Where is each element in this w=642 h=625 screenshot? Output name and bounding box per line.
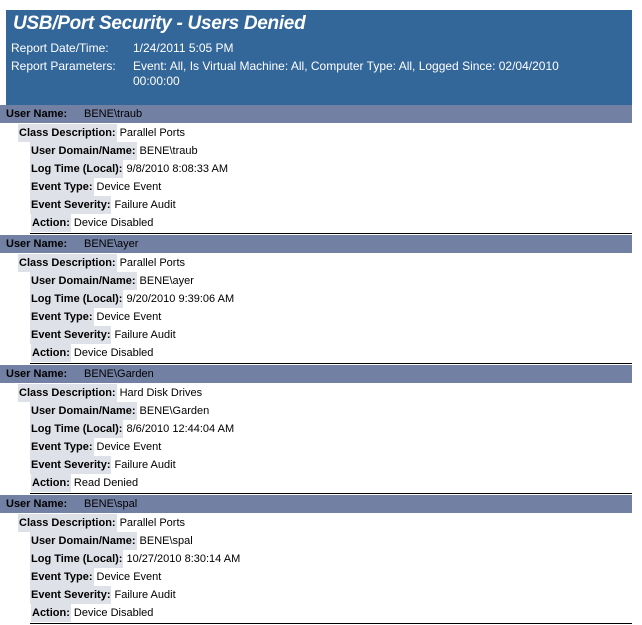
report-params-label: Report Parameters: bbox=[11, 59, 116, 73]
user-domain-label: User Domain/Name: bbox=[30, 402, 137, 420]
event-type-value: Device Event bbox=[96, 441, 162, 453]
field-log-time: Log Time (Local): 8/6/2010 12:44:04 AM bbox=[30, 420, 234, 438]
event-severity-value: Failure Audit bbox=[114, 199, 176, 211]
user-domain-value: BENE\spal bbox=[139, 535, 193, 547]
class-description-label: Class Description: bbox=[18, 384, 117, 402]
log-time-label: Log Time (Local): bbox=[30, 160, 124, 178]
user-name-label: User Name: bbox=[6, 238, 68, 250]
user-name-bar: User Name: BENE\spal bbox=[0, 495, 632, 513]
event-type-label: Event Type: bbox=[30, 438, 94, 456]
user-name-value: BENE\spal bbox=[84, 498, 138, 510]
log-time-label: Log Time (Local): bbox=[30, 420, 124, 438]
report-title: USB/Port Security - Users Denied bbox=[13, 13, 306, 34]
event-severity-value: Failure Audit bbox=[114, 459, 176, 471]
record: User Name: BENE\spal Class Description: Par… bbox=[0, 495, 642, 625]
field-action: Action: Device Disabled bbox=[31, 604, 153, 622]
class-description-value: Parallel Ports bbox=[119, 517, 186, 529]
action-value: Device Disabled bbox=[73, 607, 154, 619]
user-name-label: User Name: bbox=[6, 108, 68, 120]
action-label: Action: bbox=[31, 344, 71, 362]
user-name-value: BENE\Garden bbox=[84, 368, 154, 380]
field-event-severity: Event Severity: Failure Audit bbox=[30, 586, 176, 604]
log-time-value: 9/20/2010 9:39:06 AM bbox=[126, 293, 235, 305]
field-log-time: Log Time (Local): 9/20/2010 9:39:06 AM bbox=[30, 290, 234, 308]
action-value: Read Denied bbox=[73, 477, 139, 489]
user-domain-label: User Domain/Name: bbox=[30, 532, 137, 550]
event-severity-label: Event Severity: bbox=[30, 586, 112, 604]
class-description-label: Class Description: bbox=[18, 124, 117, 142]
record-divider bbox=[30, 233, 632, 234]
user-domain-value: BENE\ayer bbox=[139, 275, 194, 287]
event-type-value: Device Event bbox=[96, 311, 162, 323]
class-description-label: Class Description: bbox=[18, 254, 117, 272]
event-severity-label: Event Severity: bbox=[30, 456, 112, 474]
record: User Name: BENE\Garden Class Description: H… bbox=[0, 365, 642, 495]
action-label: Action: bbox=[31, 474, 71, 492]
field-event-type: Event Type: Device Event bbox=[30, 308, 161, 326]
user-name-bar: User Name: BENE\traub bbox=[0, 105, 632, 123]
user-name-label: User Name: bbox=[6, 368, 68, 380]
log-time-label: Log Time (Local): bbox=[30, 550, 124, 568]
field-class-description: Class Description: Hard Disk Drives bbox=[18, 384, 202, 402]
event-type-value: Device Event bbox=[96, 571, 162, 583]
field-action: Action: Device Disabled bbox=[31, 344, 153, 362]
user-domain-label: User Domain/Name: bbox=[30, 272, 137, 290]
field-class-description: Class Description: Parallel Ports bbox=[18, 254, 185, 272]
action-value: Device Disabled bbox=[73, 347, 154, 359]
record-divider bbox=[30, 623, 632, 624]
user-domain-value: BENE\Garden bbox=[139, 405, 210, 417]
field-user-domain: User Domain/Name: BENE\spal bbox=[30, 532, 193, 550]
record-divider bbox=[30, 363, 632, 364]
report-date-label: Report Date/Time: bbox=[11, 41, 109, 55]
event-severity-value: Failure Audit bbox=[114, 329, 176, 341]
field-class-description: Class Description: Parallel Ports bbox=[18, 514, 185, 532]
event-severity-value: Failure Audit bbox=[114, 589, 176, 601]
field-event-type: Event Type: Device Event bbox=[30, 178, 161, 196]
record-divider bbox=[30, 493, 632, 494]
action-value: Device Disabled bbox=[73, 217, 154, 229]
class-description-value: Parallel Ports bbox=[119, 127, 186, 139]
event-type-label: Event Type: bbox=[30, 568, 94, 586]
field-event-severity: Event Severity: Failure Audit bbox=[30, 196, 176, 214]
event-type-value: Device Event bbox=[96, 181, 162, 193]
log-time-value: 8/6/2010 12:44:04 AM bbox=[126, 423, 235, 435]
log-time-value: 9/8/2010 8:08:33 AM bbox=[126, 163, 228, 175]
user-name-bar: User Name: BENE\Garden bbox=[0, 365, 632, 383]
field-event-type: Event Type: Device Event bbox=[30, 438, 161, 456]
user-name-bar: User Name: BENE\ayer bbox=[0, 235, 632, 253]
class-description-value: Parallel Ports bbox=[119, 257, 186, 269]
field-class-description: Class Description: Parallel Ports bbox=[18, 124, 185, 142]
field-user-domain: User Domain/Name: BENE\traub bbox=[30, 142, 198, 160]
report-date-value: 1/24/2011 5:05 PM bbox=[133, 41, 234, 55]
user-domain-label: User Domain/Name: bbox=[30, 142, 137, 160]
field-event-type: Event Type: Device Event bbox=[30, 568, 161, 586]
event-severity-label: Event Severity: bbox=[30, 326, 112, 344]
record: User Name: BENE\ayer Class Description: Par… bbox=[0, 235, 642, 365]
field-action: Action: Device Disabled bbox=[31, 214, 153, 232]
user-name-value: BENE\traub bbox=[84, 108, 143, 120]
log-time-value: 10/27/2010 8:30:14 AM bbox=[126, 553, 241, 565]
action-label: Action: bbox=[31, 214, 71, 232]
report-params-value: Event: All, Is Virtual Machine: All, Com… bbox=[133, 59, 559, 88]
class-description-label: Class Description: bbox=[18, 514, 117, 532]
report-header: USB/Port Security - Users Denied Report … bbox=[6, 10, 632, 105]
field-event-severity: Event Severity: Failure Audit bbox=[30, 326, 176, 344]
field-user-domain: User Domain/Name: BENE\Garden bbox=[30, 402, 209, 420]
field-event-severity: Event Severity: Failure Audit bbox=[30, 456, 176, 474]
event-severity-label: Event Severity: bbox=[30, 196, 112, 214]
field-action: Action: Read Denied bbox=[31, 474, 138, 492]
event-type-label: Event Type: bbox=[30, 178, 94, 196]
event-type-label: Event Type: bbox=[30, 308, 94, 326]
field-user-domain: User Domain/Name: BENE\ayer bbox=[30, 272, 194, 290]
record: User Name: BENE\traub Class Description: Pa… bbox=[0, 105, 642, 235]
log-time-label: Log Time (Local): bbox=[30, 290, 124, 308]
class-description-value: Hard Disk Drives bbox=[119, 387, 203, 399]
user-domain-value: BENE\traub bbox=[139, 145, 198, 157]
user-name-label: User Name: bbox=[6, 498, 68, 510]
action-label: Action: bbox=[31, 604, 71, 622]
field-log-time: Log Time (Local): 10/27/2010 8:30:14 AM bbox=[30, 550, 240, 568]
field-log-time: Log Time (Local): 9/8/2010 8:08:33 AM bbox=[30, 160, 228, 178]
user-name-value: BENE\ayer bbox=[84, 238, 139, 250]
